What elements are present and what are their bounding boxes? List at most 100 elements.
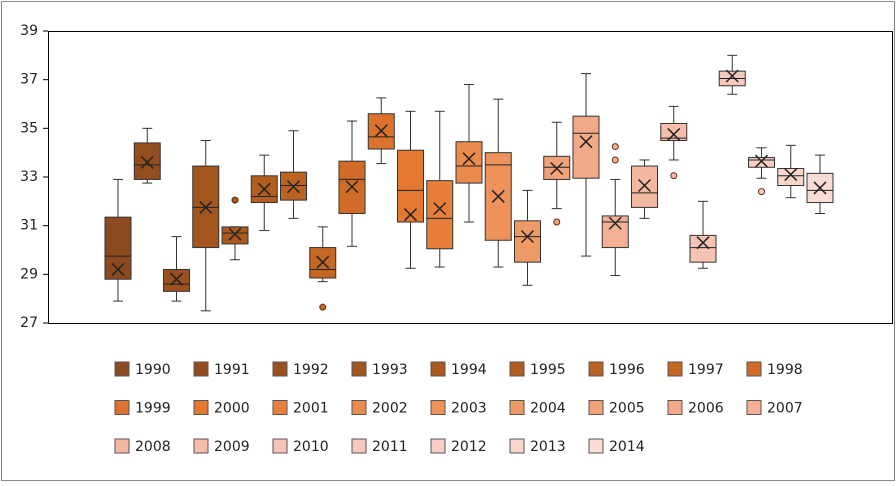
legend-swatch <box>193 361 209 377</box>
legend-label: 1997 <box>688 362 724 378</box>
outlier <box>319 303 327 311</box>
box <box>163 268 190 292</box>
legend-swatch <box>746 400 762 415</box>
legend-swatch <box>588 438 604 454</box>
legend-label: 2004 <box>530 401 566 417</box>
box <box>572 115 600 179</box>
mean-marker <box>520 230 535 244</box>
legend-swatch <box>114 400 130 415</box>
box <box>397 149 424 223</box>
legend-label: 1995 <box>530 362 566 378</box>
mean-marker <box>140 155 154 169</box>
legend-swatch <box>351 438 367 454</box>
legend-label: 2012 <box>451 439 487 455</box>
y-tick-label: 33 <box>20 169 38 185</box>
legend-swatch <box>114 361 130 377</box>
mean-marker <box>228 227 242 241</box>
legend-label: 2005 <box>609 401 645 417</box>
legend-swatch <box>351 400 367 415</box>
mean-marker <box>754 154 769 168</box>
legend-swatch <box>746 361 762 377</box>
mean-marker <box>169 272 184 286</box>
box <box>133 142 161 180</box>
box <box>777 167 805 187</box>
y-tick-label: 29 <box>20 266 38 282</box>
outlier <box>670 172 678 180</box>
box <box>748 157 775 168</box>
mean-marker <box>286 180 301 194</box>
legend-label: 2007 <box>767 401 803 417</box>
legend-label: 2009 <box>214 439 250 455</box>
y-tick-label: 39 <box>20 23 38 39</box>
legend-swatch <box>667 361 683 377</box>
mean-marker <box>199 200 213 214</box>
mean-marker <box>433 202 447 216</box>
legend-swatch <box>509 400 525 415</box>
legend-label: 1999 <box>135 401 171 417</box>
legend-swatch <box>588 400 604 415</box>
mean-marker <box>374 124 388 138</box>
box <box>689 234 717 263</box>
outlier <box>611 143 619 151</box>
legend-label: 2000 <box>214 401 250 417</box>
box <box>455 141 483 184</box>
legend-swatch <box>509 361 525 377</box>
legend-label: 1998 <box>767 362 803 378</box>
legend-label: 2002 <box>372 401 408 417</box>
legend-label: 2006 <box>688 401 724 417</box>
legend-swatch <box>667 400 683 415</box>
legend-label: 2014 <box>609 439 645 455</box>
box <box>221 226 249 245</box>
legend-swatch <box>193 438 209 454</box>
legend-swatch <box>430 400 446 415</box>
mean-marker <box>784 168 798 182</box>
mean-marker <box>696 236 710 250</box>
mean-marker <box>257 182 271 196</box>
legend-label: 1990 <box>135 362 171 378</box>
legend-label: 2003 <box>451 401 487 417</box>
outlier <box>553 218 561 226</box>
legend-swatch <box>351 361 367 377</box>
legend-label: 1992 <box>293 362 329 378</box>
outlier <box>611 156 619 164</box>
legend-swatch <box>272 400 288 415</box>
legend-label: 2010 <box>293 439 329 455</box>
box <box>660 122 688 141</box>
plot-area <box>48 31 893 324</box>
legend-swatch <box>193 400 209 415</box>
legend-swatch <box>272 438 288 454</box>
box <box>426 180 454 250</box>
legend-label: 1994 <box>451 362 487 378</box>
mean-marker <box>550 161 564 176</box>
mean-marker <box>608 216 622 230</box>
y-tick-label: 27 <box>20 315 38 331</box>
legend-label: 2013 <box>530 439 566 455</box>
y-tick-label: 35 <box>20 120 38 136</box>
legend-label: 1996 <box>609 362 645 378</box>
mean-marker <box>725 69 739 83</box>
mean-marker <box>667 127 681 141</box>
legend-label: 1993 <box>372 362 408 378</box>
y-tick-label: 31 <box>20 218 38 234</box>
y-tick-label: 37 <box>20 72 38 88</box>
mean-marker <box>579 135 593 149</box>
legend-swatch <box>509 438 525 454</box>
legend-swatch <box>430 361 446 377</box>
mean-marker <box>111 262 125 276</box>
mean-marker <box>316 255 330 269</box>
box <box>601 215 629 249</box>
box <box>514 220 541 263</box>
legend-label: 2011 <box>372 439 408 455</box>
legend-swatch <box>114 438 130 454</box>
legend-label: 2001 <box>293 401 329 417</box>
mean-marker <box>813 181 827 195</box>
legend-label: 2008 <box>135 439 171 455</box>
mean-marker <box>462 152 476 166</box>
mean-marker <box>345 180 359 194</box>
outlier <box>758 188 765 196</box>
outlier <box>231 196 239 204</box>
box <box>631 165 658 208</box>
mean-marker <box>637 178 652 193</box>
legend-label: 1991 <box>214 362 250 378</box>
